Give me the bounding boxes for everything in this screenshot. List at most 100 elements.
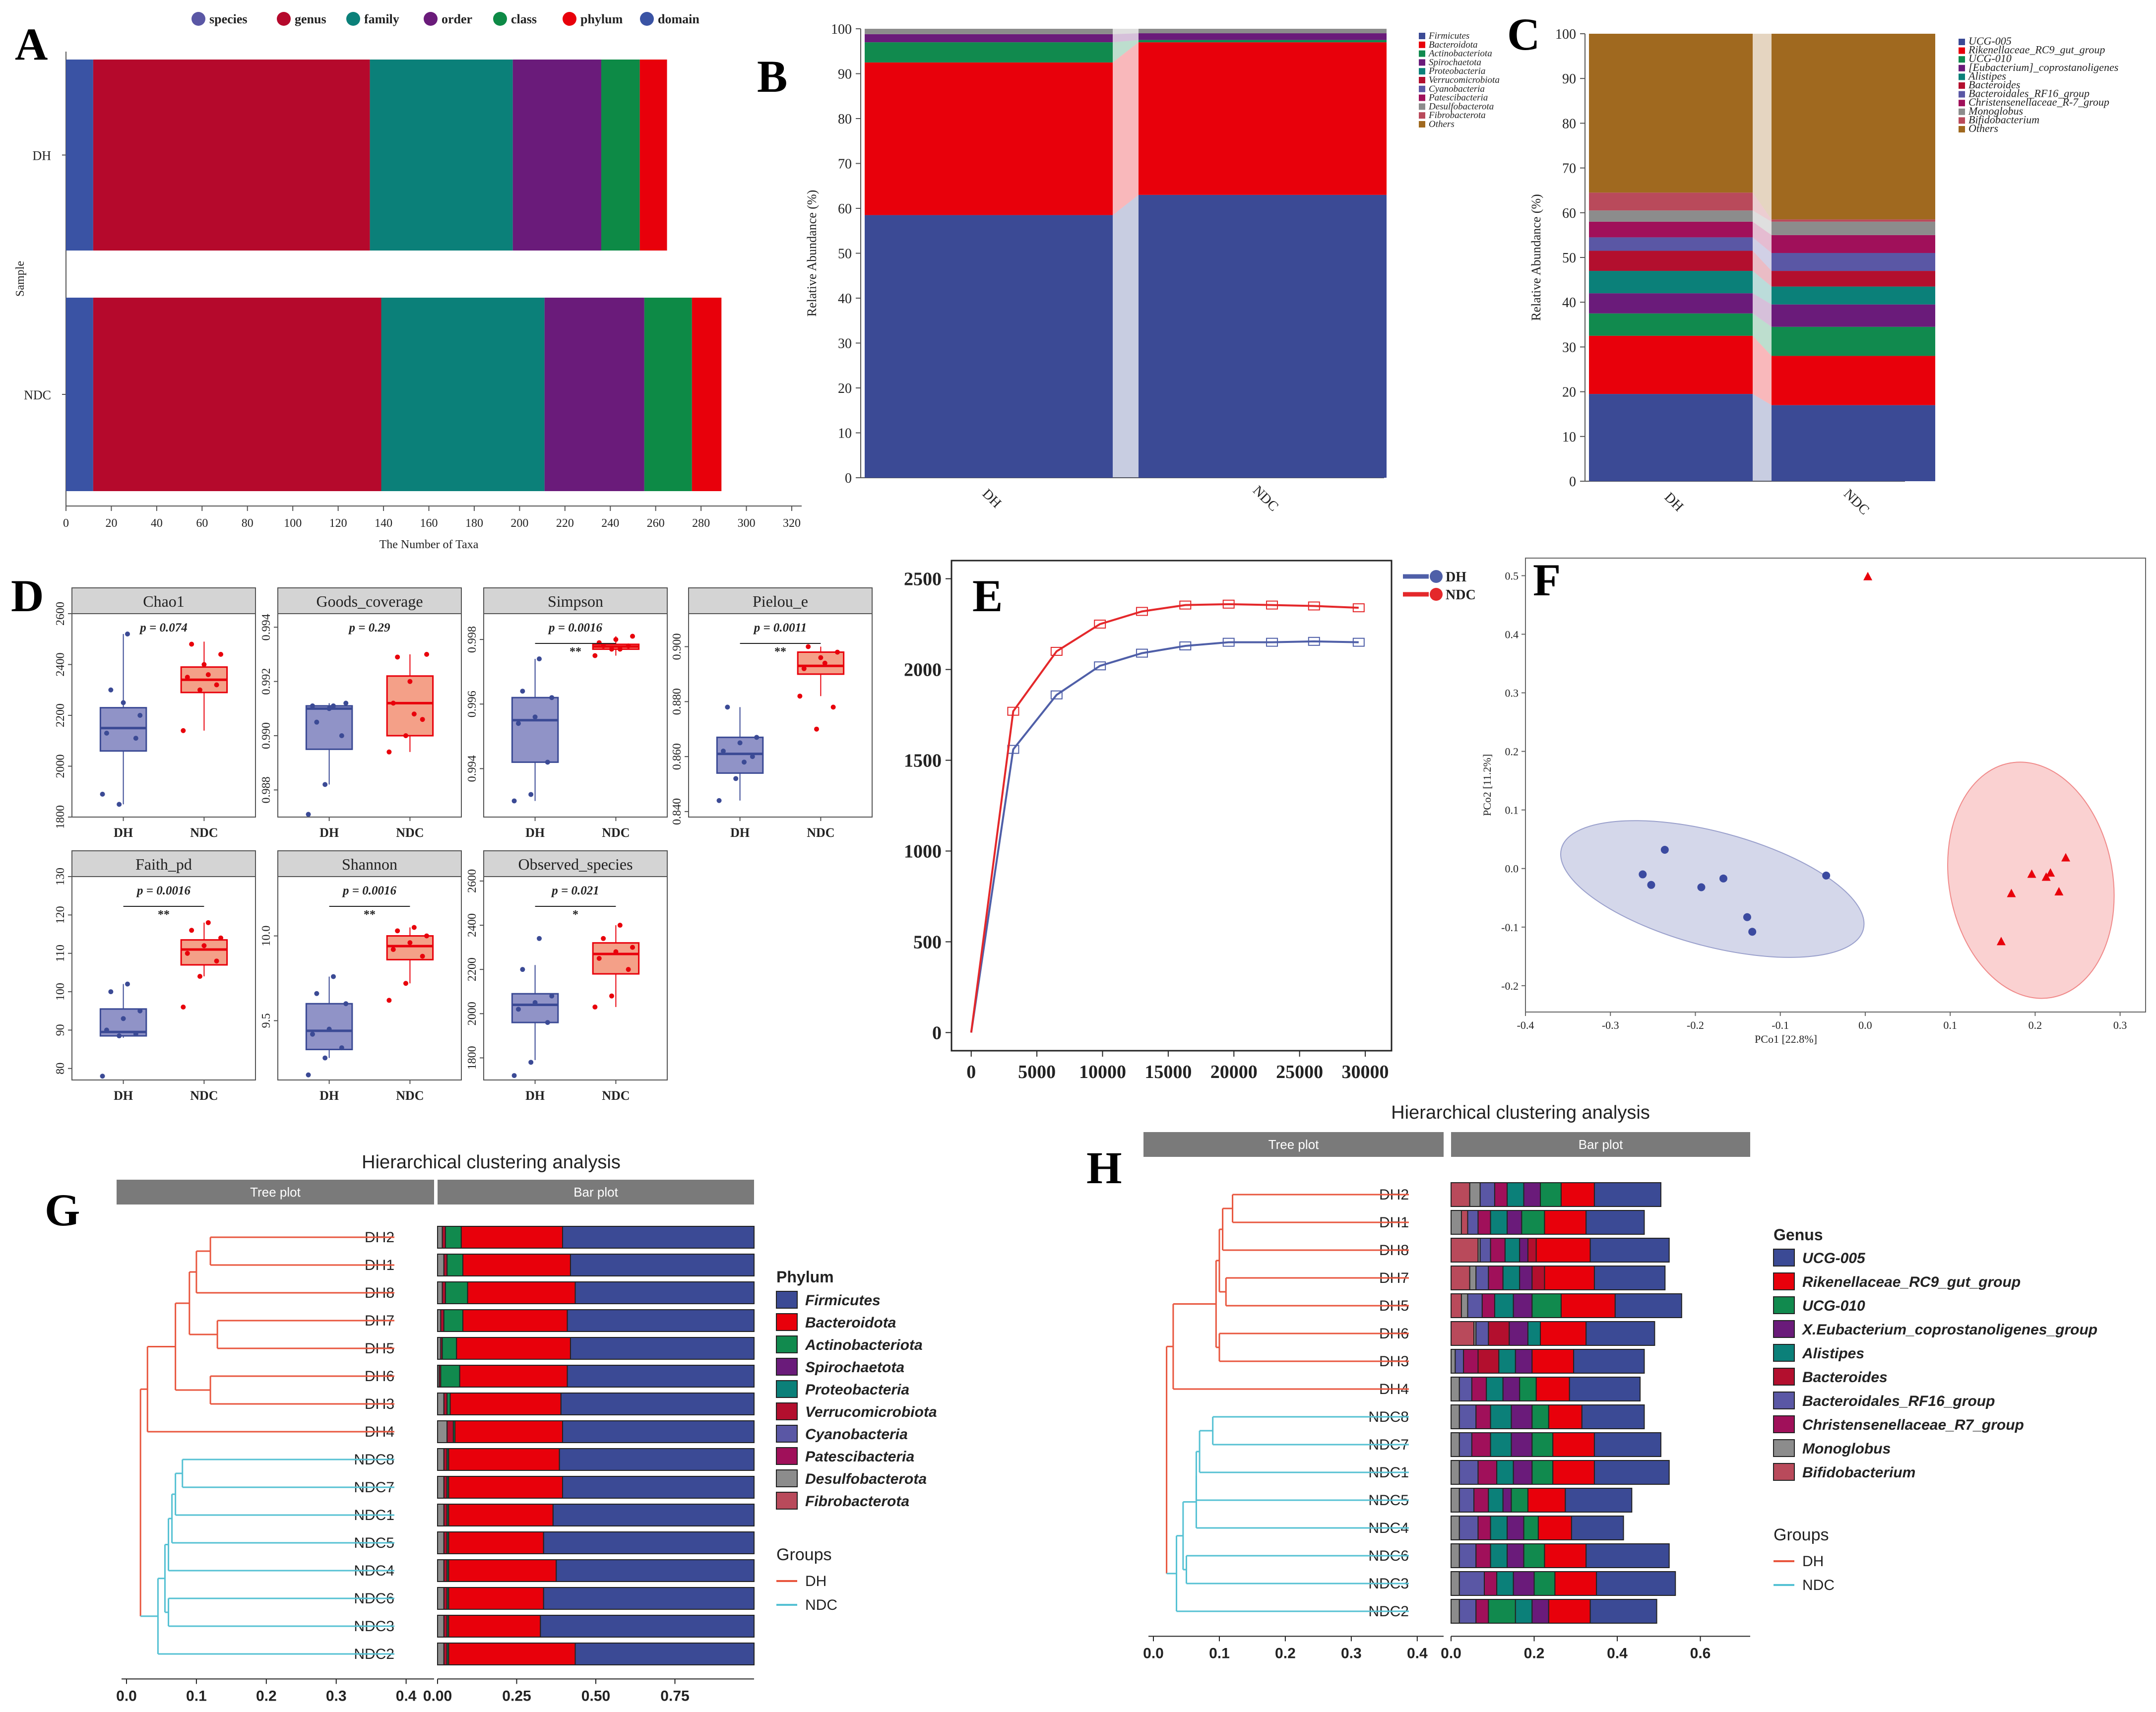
x-tick-label: 260 (647, 517, 665, 530)
y-tick-label: 60 (1562, 206, 1576, 221)
legend-swatch (1419, 33, 1425, 39)
error-box (1007, 706, 1019, 716)
legend-swatch (1773, 1368, 1795, 1386)
legend-swatch (1959, 100, 1965, 107)
data-point (306, 1072, 311, 1078)
data-point (121, 1016, 126, 1021)
bar-NDC6 (448, 1587, 544, 1610)
connector-band (1753, 210, 1772, 235)
data-point (596, 640, 602, 645)
bar-DH3 (560, 1393, 755, 1415)
bar-DH-Bacteroidota (865, 62, 1113, 215)
legend-marker-genus (277, 12, 291, 26)
bar-NDC-order (544, 298, 644, 491)
legend-label: Bacteroidales_RF16_group (1968, 87, 2090, 100)
strip-bar (438, 1180, 754, 1205)
strip-bar-label: Bar plot (1579, 1137, 1623, 1152)
legend-label: Bacteroides (1968, 78, 2020, 91)
point-NDC (2007, 888, 2016, 897)
data-point (630, 634, 635, 639)
legend-swatch (1419, 112, 1425, 119)
data-point (343, 1001, 349, 1007)
p-value: p = 0.021 (551, 884, 599, 897)
bar-NDC6 (1544, 1543, 1587, 1568)
legend-label-class: class (511, 12, 537, 26)
data-point (331, 703, 336, 708)
data-point (549, 695, 555, 700)
legend-swatch (1419, 121, 1425, 127)
x-tick-label: 0 (966, 1062, 976, 1082)
bar-DH5 (1531, 1293, 1562, 1318)
legend-label: Alistipes (1802, 1345, 1864, 1362)
data-point (725, 704, 730, 710)
bar-DH2 (1523, 1182, 1541, 1207)
bar-DH1 (1521, 1210, 1545, 1235)
y-tick-label: 0.3 (1505, 687, 1519, 699)
bar-NDC1 (1593, 1460, 1670, 1485)
bar-DH4 (1458, 1377, 1472, 1401)
data-point (343, 700, 349, 706)
plot-border (71, 613, 256, 818)
data-point (181, 728, 186, 733)
data-point (737, 740, 743, 746)
legend-label: Fibrobacterota (1428, 110, 1486, 121)
y-tick-label: 20 (838, 381, 852, 396)
bar-NDC2 (448, 1643, 576, 1665)
data-point (537, 656, 542, 662)
bar-NDC4 (1458, 1516, 1479, 1540)
sig-stars: ** (774, 645, 786, 658)
data-point (549, 993, 555, 999)
x-tick-label: 320 (783, 517, 801, 530)
data-point (322, 1055, 328, 1061)
connector-band (1113, 42, 1139, 215)
bar-NDC6 (1490, 1543, 1508, 1568)
bar-DH2 (1469, 1182, 1481, 1207)
y-axis-title: Relative Abundance (%) (805, 190, 819, 317)
bar-NDC5 (1511, 1488, 1528, 1513)
data-point (125, 632, 130, 636)
bar-DH-Bacteroidales_RF16_group (1589, 237, 1753, 251)
bar-NDC8 (1581, 1404, 1645, 1429)
p-value: p = 0.0016 (136, 884, 190, 897)
bar-NDC4 (437, 1559, 444, 1582)
legend-label: Monoglobus (1968, 105, 2023, 117)
x-tick-label: DH (1661, 490, 1687, 515)
panel-label-H: H (1086, 1142, 1122, 1193)
x-tick-label: 0.00 (423, 1688, 452, 1704)
point-DH (1822, 871, 1831, 880)
error-box (1094, 620, 1106, 629)
data-point (716, 798, 722, 803)
error-box (1179, 600, 1192, 610)
x-tick-label: DH (114, 1088, 133, 1103)
bar-NDC4 (1571, 1516, 1624, 1540)
bar-NDC8 (437, 1448, 444, 1471)
groups-label: NDC (1802, 1577, 1835, 1593)
point-NDC (1863, 571, 1873, 580)
x-tick-label: 300 (738, 517, 756, 530)
legend-label: Bacteroidota (805, 1315, 896, 1331)
data-point (197, 974, 202, 979)
panel-label-B: B (757, 51, 787, 102)
legend-marker-order (424, 12, 438, 26)
groups-label: NDC (805, 1597, 837, 1613)
legend-swatch (776, 1447, 798, 1465)
bar-DH3 (1477, 1349, 1500, 1374)
bar-DH5 (1560, 1293, 1616, 1318)
data-point (100, 1074, 105, 1079)
bar-NDC1 (448, 1504, 554, 1526)
data-point (733, 776, 739, 781)
sig-stars: * (572, 908, 578, 921)
x-tick-label: 0.1 (1943, 1019, 1957, 1031)
error-box (1094, 661, 1106, 671)
panel-label-E: E (972, 571, 1003, 621)
y-tick-label: 10 (838, 426, 852, 442)
bar-NDC7 (1471, 1432, 1491, 1457)
x-tick-label: 0.0 (116, 1688, 137, 1704)
y-tick-label: 30 (1562, 340, 1576, 355)
bar-NDC3 (448, 1615, 541, 1638)
error-box (1050, 690, 1063, 699)
y-tick-label: 0.840 (671, 798, 684, 825)
strip-tree-label: Tree plot (250, 1185, 301, 1200)
data-point (189, 928, 194, 933)
bar-NDC6 (1451, 1543, 1460, 1568)
